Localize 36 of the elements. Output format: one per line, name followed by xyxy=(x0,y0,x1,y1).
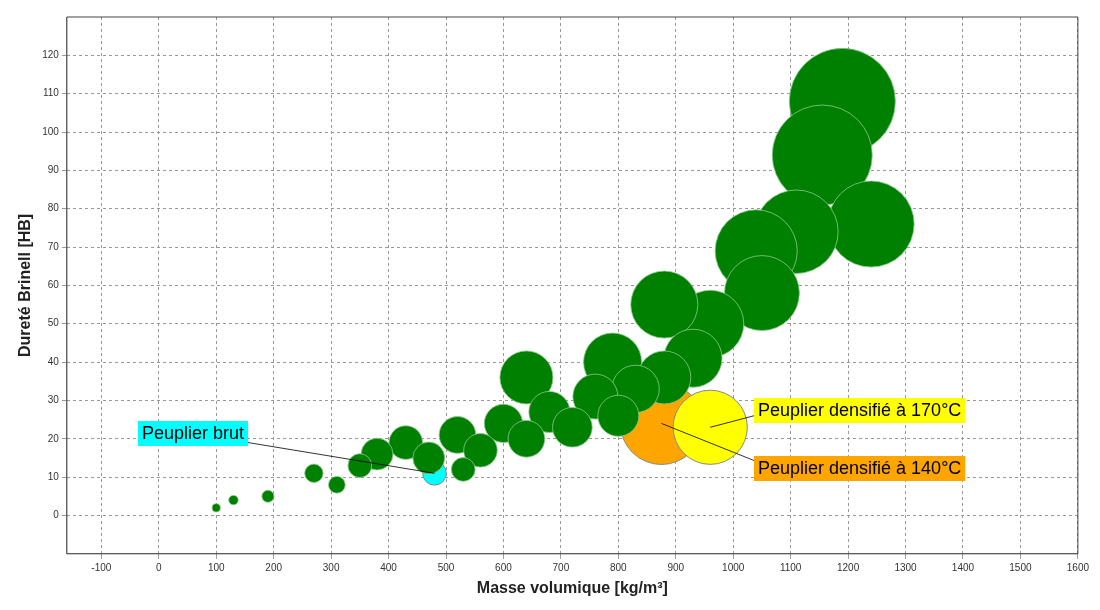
y-tick-label: 30 xyxy=(47,394,60,406)
x-tick-label: -100 xyxy=(91,561,112,573)
x-tick-label: 1200 xyxy=(836,561,860,573)
series-label: Peuplier densifié à 170°C xyxy=(758,400,962,421)
y-tick-label: 10 xyxy=(47,470,60,482)
y-tick-label: 90 xyxy=(47,164,60,176)
x-tick-label: 500 xyxy=(437,561,455,573)
y-tick-label: 40 xyxy=(47,355,60,367)
x-tick-label: 0 xyxy=(156,561,163,573)
x-tick-label: 1600 xyxy=(1066,561,1090,573)
x-tick-label: 300 xyxy=(322,561,340,573)
y-tick-label: 50 xyxy=(47,317,60,329)
y-tick-label: 80 xyxy=(47,202,60,214)
y-tick-label: 70 xyxy=(47,240,60,252)
x-tick-label: 800 xyxy=(609,561,628,573)
x-tick-label: 1000 xyxy=(722,561,745,573)
x-tick-label: 200 xyxy=(265,561,283,573)
x-tick-label: 400 xyxy=(380,561,398,573)
text: Peuplier brut xyxy=(142,423,245,444)
y-tick-label: 0 xyxy=(53,509,60,521)
y-tick-label: 120 xyxy=(42,49,60,61)
text: Peuplier densifié à 140°C xyxy=(758,458,962,479)
y-axis-title: Dureté Brinell [HB] xyxy=(16,213,34,357)
x-tick-label: 900 xyxy=(667,561,685,573)
x-tick-label: 700 xyxy=(552,561,570,573)
x-tick-label: 1300 xyxy=(894,561,918,573)
x-tick-label: 1100 xyxy=(779,561,802,573)
x-tick-label: 1500 xyxy=(1009,561,1032,573)
y-tick-label: 100 xyxy=(42,125,60,137)
y-tick-label: 110 xyxy=(42,87,60,99)
x-axis-title: Masse volumique [kg/m³] xyxy=(476,578,668,596)
x-tick-label: 100 xyxy=(207,561,226,573)
y-tick-label: 20 xyxy=(47,432,60,444)
y-tick-label: 60 xyxy=(47,279,60,291)
x-tick-label: 600 xyxy=(495,561,513,573)
x-tick-label: 1400 xyxy=(951,561,975,573)
